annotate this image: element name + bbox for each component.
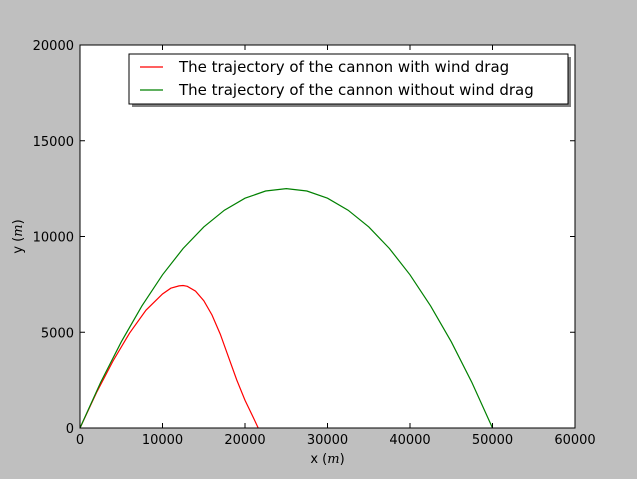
x-tick-label: 30000: [307, 433, 348, 448]
x-axis-label-close: ): [340, 452, 345, 467]
x-tick-label: 60000: [554, 433, 595, 448]
x-tick-label: 20000: [224, 433, 265, 448]
legend-entry-with-drag: The trajectory of the cannon with wind d…: [178, 58, 509, 76]
series-lines: [79, 187, 494, 429]
y-tick-label: 5000: [41, 326, 74, 341]
tick-labels: 0 10000 20000 30000 40000 50000 60000 0 5000 1000…: [33, 39, 596, 448]
x-tick-label: 50000: [472, 433, 513, 448]
x-axis-label: x (m): [310, 452, 344, 467]
ticks: [79, 44, 576, 429]
x-tick-label: 0: [76, 433, 84, 448]
x-tick-label: 10000: [142, 433, 183, 448]
y-axis-label: y (m): [11, 219, 26, 253]
y-tick-label: 15000: [33, 135, 74, 150]
plot-area: [80, 45, 575, 428]
y-axis-label-close: ): [11, 219, 26, 224]
legend: The trajectory of the cannon with wind d…: [128, 53, 571, 107]
x-axis-label-unit: m: [327, 452, 339, 467]
y-tick-label: 10000: [33, 231, 74, 246]
series-line-with-drag: [79, 284, 259, 429]
x-axis-label-main: x (: [310, 452, 327, 467]
y-tick-label: 20000: [33, 39, 74, 54]
y-tick-label: 0: [66, 422, 74, 437]
y-axis-label-main: y (: [11, 237, 26, 254]
legend-box: [128, 53, 569, 105]
y-axis-label-unit: m: [11, 224, 26, 236]
x-tick-label: 40000: [389, 433, 430, 448]
legend-entry-without-drag: The trajectory of the cannon without win…: [178, 81, 534, 99]
series-line-without-drag: [79, 187, 494, 429]
